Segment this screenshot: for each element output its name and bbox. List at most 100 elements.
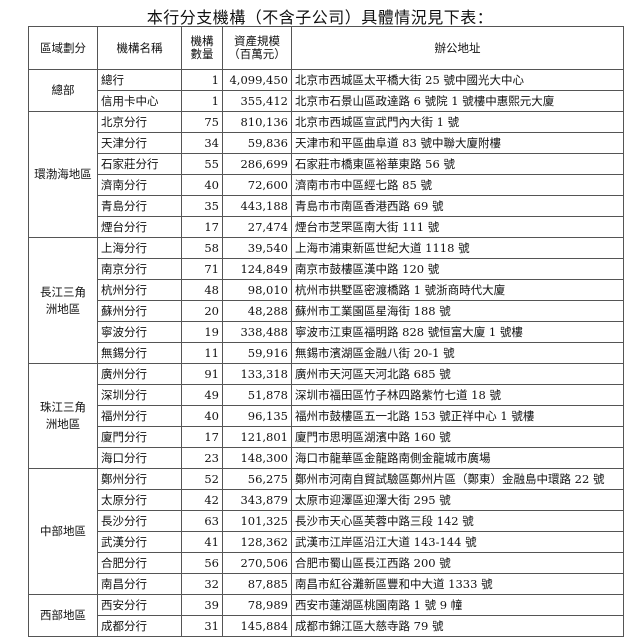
address-cell: 太原市迎澤區迎澤大街 295 號: [291, 489, 624, 511]
table-row: 深圳分行 49 51,878 深圳市福田區竹子林四路紫竹七道 18 號: [29, 384, 624, 406]
table-row: 武漢分行 41 128,362 武漢市江岸區沿江大道 143-144 號: [29, 531, 624, 553]
address-cell: 廣州市天河區天河北路 685 號: [291, 363, 624, 385]
assets-cell: 101,325: [222, 510, 292, 532]
assets-cell: 59,836: [222, 132, 292, 154]
name-cell: 合肥分行: [97, 552, 182, 574]
name-cell: 蘇州分行: [97, 300, 182, 322]
address-cell: 南昌市紅谷灘新區豐和中大道 1333 號: [291, 573, 624, 595]
assets-cell: 355,412: [222, 90, 292, 112]
address-cell: 青島市市南區香港西路 69 號: [291, 195, 624, 217]
table-row: 南昌分行 32 87,885 南昌市紅谷灘新區豐和中大道 1333 號: [29, 573, 624, 595]
table-row: 成都分行 31 145,884 成都市錦江區大慈寺路 79 號: [29, 615, 624, 637]
address-cell: 鄭州市河南自貿試驗區鄭州片區（鄭東）金融島中環路 22 號: [291, 468, 624, 490]
table-row: 石家莊分行 55 286,699 石家莊市橋東區裕華東路 56 號: [29, 153, 624, 175]
header-region: 區域劃分: [28, 26, 98, 70]
count-cell: 56: [181, 552, 223, 574]
table-row: 杭州分行 48 98,010 杭州市拱墅區密渡橋路 1 號浙商時代大廈: [29, 279, 624, 301]
address-cell: 長沙市天心區芙蓉中路三段 142 號: [291, 510, 624, 532]
name-cell: 濟南分行: [97, 174, 182, 196]
count-cell: 52: [181, 468, 223, 490]
count-cell: 42: [181, 489, 223, 511]
table-header-row: 區域劃分 機構名稱 機構 數量 資產規模 （百萬元） 辦公地址: [28, 26, 624, 70]
count-cell: 40: [181, 174, 223, 196]
address-cell: 北京市西城區太平橋大街 25 號中國光大中心: [291, 69, 624, 91]
name-cell: 杭州分行: [97, 279, 182, 301]
table-row: 西部地區 西安分行 39 78,989 西安市蓮湖區桃園南路 1 號 9 幢: [28, 594, 624, 637]
assets-cell: 128,362: [222, 531, 292, 553]
count-cell: 20: [181, 300, 223, 322]
name-cell: 石家莊分行: [97, 153, 182, 175]
address-cell: 上海市浦東新區世紀大道 1118 號: [291, 237, 624, 259]
region-cell: 珠江三角洲地區: [28, 363, 98, 469]
address-cell: 北京市西城區宣武門內大街 1 號: [291, 111, 624, 133]
table-row: 廈門分行 17 121,801 廈門市思明區湖濱中路 160 號: [29, 426, 624, 448]
count-cell: 1: [181, 69, 223, 91]
table-row: 環渤海地區 北京分行 75 810,136 北京市西城區宣武門內大街 1 號: [28, 111, 624, 238]
assets-cell: 343,879: [222, 489, 292, 511]
assets-cell: 27,474: [222, 216, 292, 238]
name-cell: 天津分行: [97, 132, 182, 154]
region-cell: 環渤海地區: [28, 111, 98, 238]
assets-cell: 145,884: [222, 615, 292, 637]
table-row: 中部地區 鄭州分行 52 56,275 鄭州市河南自貿試驗區鄭州片區（鄭東）金融島中環路…: [28, 468, 624, 595]
table-row: 海口分行 23 148,300 海口市龍華區金龍路南側金龍城市廣場: [29, 447, 624, 469]
region-cell: 中部地區: [28, 468, 98, 595]
assets-cell: 148,300: [222, 447, 292, 469]
count-cell: 40: [181, 405, 223, 427]
count-cell: 32: [181, 573, 223, 595]
table-row: 信用卡中心 1 355,412 北京市石景山區政達路 6 號院 1 號樓中惠熙元大廈: [29, 90, 624, 112]
header-assets-line2: （百萬元）: [228, 47, 286, 61]
count-cell: 71: [181, 258, 223, 280]
table-row: 長江三角洲地區 上海分行 58 39,540 上海市浦東新區世紀大道 1118 號: [28, 237, 624, 364]
table-row: 天津分行 34 59,836 天津市和平區曲阜道 83 號中聯大廈附樓: [29, 132, 624, 154]
name-cell: 長沙分行: [97, 510, 182, 532]
name-cell: 上海分行: [97, 237, 182, 259]
name-cell: 南京分行: [97, 258, 182, 280]
address-cell: 合肥市蜀山區長江西路 200 號: [291, 552, 624, 574]
table-row: 寧波分行 19 338,488 寧波市江東區福明路 828 號恒富大廈 1 號樓: [29, 321, 624, 343]
name-cell: 太原分行: [97, 489, 182, 511]
count-cell: 17: [181, 426, 223, 448]
assets-cell: 810,136: [222, 111, 292, 133]
address-cell: 福州市鼓樓區五一北路 153 號正祥中心 1 號樓: [291, 405, 624, 427]
table-row: 南京分行 71 124,849 南京市鼓樓區漢中路 120 號: [29, 258, 624, 280]
header-name: 機構名稱: [97, 26, 182, 70]
count-cell: 63: [181, 510, 223, 532]
count-cell: 49: [181, 384, 223, 406]
name-cell: 信用卡中心: [97, 90, 182, 112]
address-cell: 濟南市市中區經七路 85 號: [291, 174, 624, 196]
name-cell: 無錫分行: [97, 342, 182, 364]
name-cell: 總行: [97, 69, 182, 91]
count-cell: 39: [181, 594, 223, 616]
header-assets-line1: 資產規模: [234, 34, 280, 48]
name-cell: 南昌分行: [97, 573, 182, 595]
address-cell: 成都市錦江區大慈寺路 79 號: [291, 615, 624, 637]
count-cell: 41: [181, 531, 223, 553]
address-cell: 海口市龍華區金龍路南側金龍城市廣場: [291, 447, 624, 469]
table-row: 太原分行 42 343,879 太原市迎澤區迎澤大街 295 號: [29, 489, 624, 511]
name-cell: 煙台分行: [97, 216, 182, 238]
region-cell: 總部: [28, 69, 98, 112]
name-cell: 廣州分行: [97, 363, 182, 385]
table-row: 青島分行 35 443,188 青島市市南區香港西路 69 號: [29, 195, 624, 217]
table-row: 福州分行 40 96,135 福州市鼓樓區五一北路 153 號正祥中心 1 號樓: [29, 405, 624, 427]
assets-cell: 98,010: [222, 279, 292, 301]
table-row: 蘇州分行 20 48,288 蘇州市工業園區星海街 188 號: [29, 300, 624, 322]
assets-cell: 4,099,450: [222, 69, 292, 91]
table-row: 煙台分行 17 27,474 煙台市芝罘區南大街 111 號: [29, 216, 624, 238]
count-cell: 17: [181, 216, 223, 238]
count-cell: 23: [181, 447, 223, 469]
assets-cell: 72,600: [222, 174, 292, 196]
header-assets: 資產規模 （百萬元）: [222, 26, 292, 70]
address-cell: 北京市石景山區政達路 6 號院 1 號樓中惠熙元大廈: [291, 90, 624, 112]
table-row: 無錫分行 11 59,916 無錫市濱湖區金融八街 20-1 號: [29, 342, 624, 364]
assets-cell: 133,318: [222, 363, 292, 385]
assets-cell: 338,488: [222, 321, 292, 343]
count-cell: 19: [181, 321, 223, 343]
address-cell: 武漢市江岸區沿江大道 143-144 號: [291, 531, 624, 553]
count-cell: 91: [181, 363, 223, 385]
name-cell: 鄭州分行: [97, 468, 182, 490]
region-cell: 西部地區: [28, 594, 98, 637]
address-cell: 石家莊市橋東區裕華東路 56 號: [291, 153, 624, 175]
name-cell: 青島分行: [97, 195, 182, 217]
